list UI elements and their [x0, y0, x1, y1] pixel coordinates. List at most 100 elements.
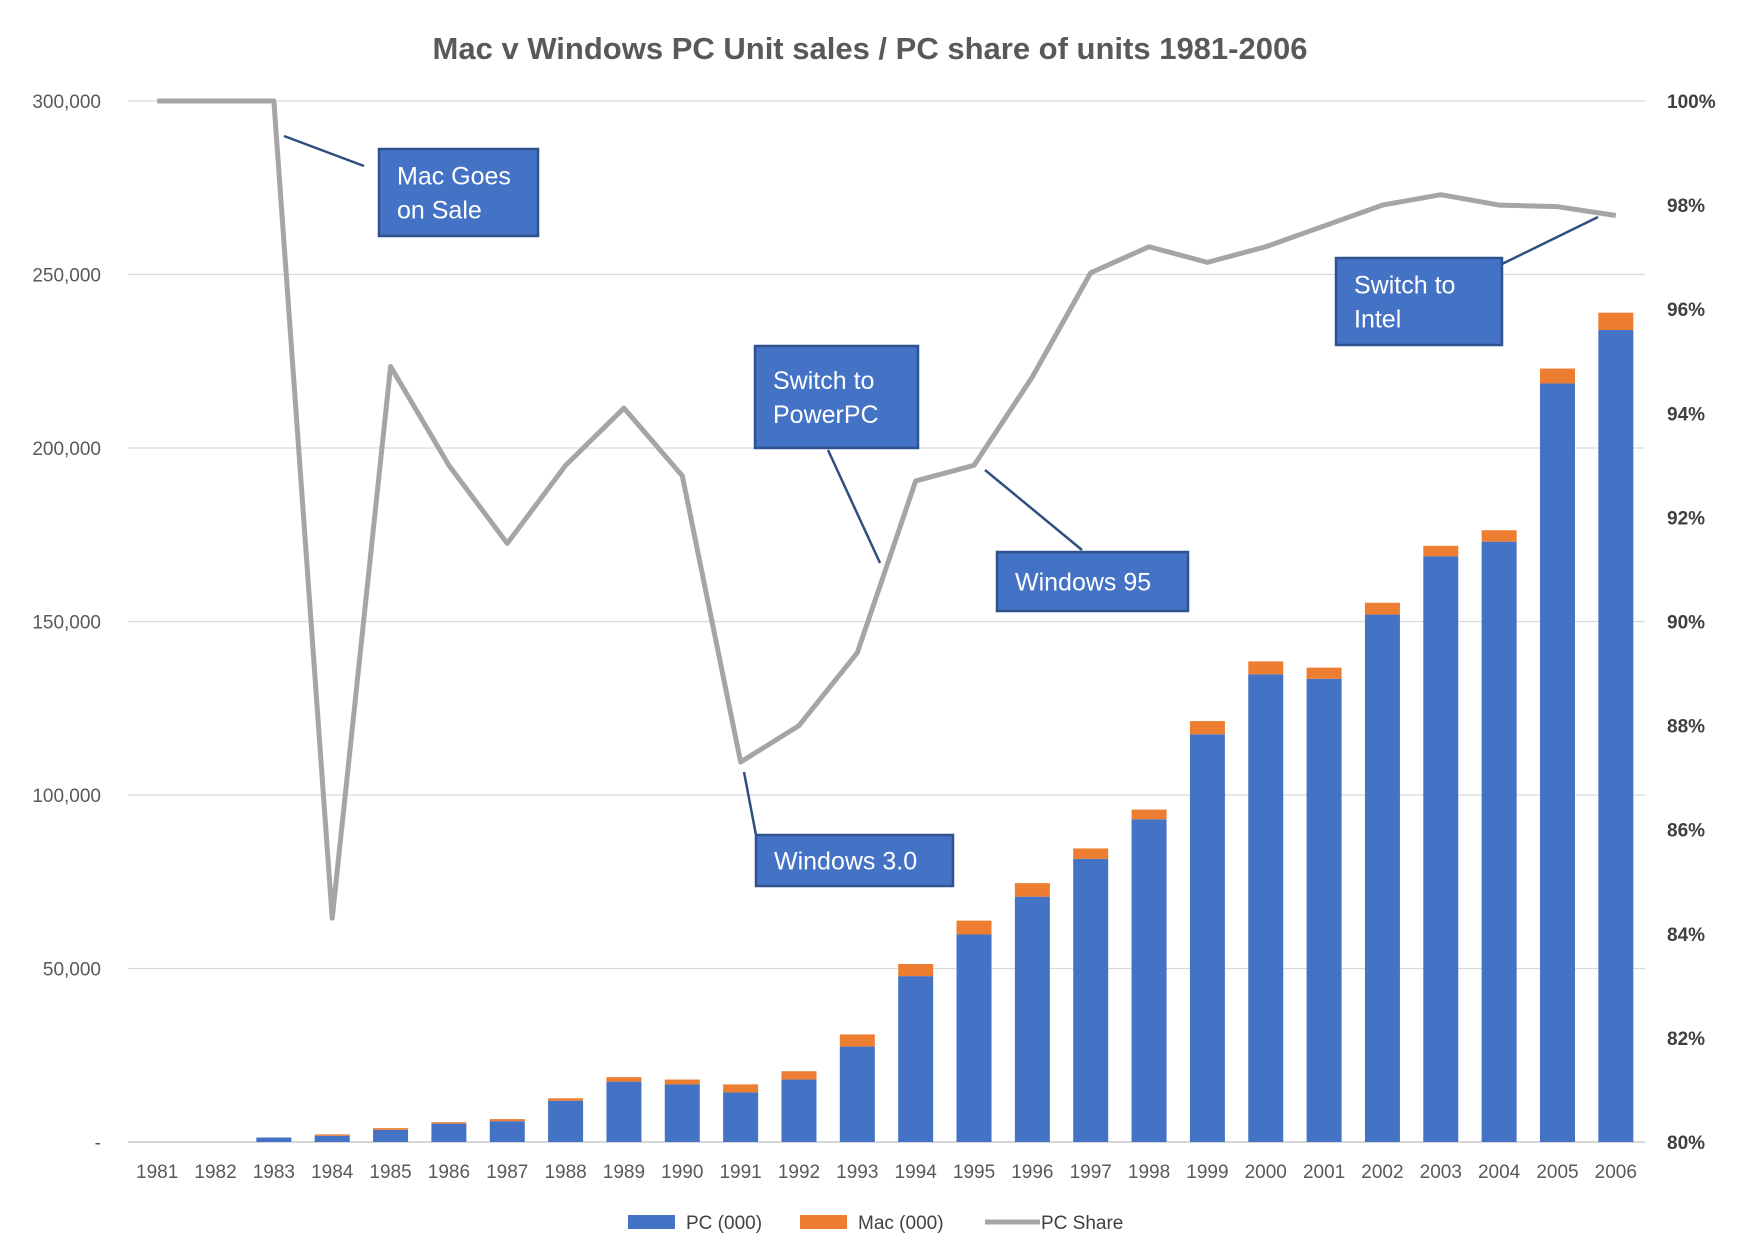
y-right-tick-label: 90%: [1667, 613, 1705, 634]
bar-mac: [1481, 530, 1517, 542]
bar-pc: [548, 1100, 584, 1142]
x-tick-label: 1994: [895, 1162, 938, 1183]
x-tick-label: 1981: [136, 1162, 178, 1183]
chart-title: Mac v Windows PC Unit sales / PC share o…: [433, 31, 1308, 66]
bar-mac: [1598, 312, 1634, 331]
y-left-tick-label: 250,000: [32, 266, 101, 287]
bar-pc: [256, 1137, 292, 1142]
x-tick-label: 2004: [1478, 1162, 1521, 1183]
bar-mac: [723, 1084, 759, 1093]
x-tick-label: 2002: [1361, 1162, 1403, 1183]
x-tick-label: 1985: [369, 1162, 411, 1183]
x-tick-label: 1996: [1011, 1162, 1053, 1183]
annotation-text: PowerPC: [773, 401, 879, 429]
bar-mac: [1073, 848, 1109, 859]
annotation-text: Intel: [1354, 306, 1401, 334]
annotation-text: Mac Goes: [397, 163, 511, 191]
legend-label: Mac (000): [858, 1213, 944, 1234]
x-tick-label: 1997: [1070, 1162, 1112, 1183]
annotation-text: Windows 3.0: [774, 848, 917, 876]
bar-mac: [781, 1071, 817, 1080]
y-left-tick-label: 150,000: [32, 613, 101, 634]
bar-pc: [1073, 858, 1109, 1142]
y-right-tick-label: 92%: [1667, 508, 1705, 529]
bar-pc: [606, 1081, 642, 1142]
annotation-text: Windows 95: [1015, 569, 1151, 597]
x-tick-label: 1992: [778, 1162, 820, 1183]
bar-mac: [1423, 545, 1459, 557]
x-tick-label: 2006: [1595, 1162, 1637, 1183]
bar-mac: [956, 920, 992, 935]
annotation-text: Switch to: [773, 367, 874, 395]
bar-mac: [1539, 368, 1575, 384]
x-tick-label: 1999: [1186, 1162, 1228, 1183]
bar-pc: [373, 1129, 409, 1142]
bar-pc: [431, 1123, 467, 1142]
bar-mac: [664, 1079, 700, 1085]
x-tick-label: 2001: [1303, 1162, 1345, 1183]
annotation-box: [377, 147, 540, 238]
bar-pc: [956, 934, 992, 1142]
annotation-text: on Sale: [397, 197, 482, 225]
y-left-tick-label: -: [95, 1133, 101, 1154]
legend-swatch: [628, 1215, 675, 1229]
bar-mac: [1131, 809, 1167, 820]
legend-label: PC (000): [686, 1213, 762, 1234]
bar-pc: [1539, 383, 1575, 1142]
y-left-tick-label: 200,000: [32, 439, 101, 460]
line-pc-share: [157, 98, 1617, 921]
x-tick-label: 2003: [1420, 1162, 1462, 1183]
annotation-leader-line: [984, 469, 1083, 551]
bar-mac: [898, 963, 934, 977]
y-right-tick-label: 82%: [1667, 1029, 1705, 1050]
x-tick-label: 1988: [544, 1162, 586, 1183]
y-right-tick-label: 98%: [1667, 196, 1705, 217]
x-tick-label: 1986: [428, 1162, 470, 1183]
x-tick-label: 2000: [1245, 1162, 1287, 1183]
bar-mac: [314, 1134, 350, 1136]
bar-mac: [373, 1128, 409, 1130]
x-tick-label: 1982: [194, 1162, 236, 1183]
bar-pc: [1014, 896, 1050, 1142]
bar-pc: [314, 1135, 350, 1142]
bar-pc: [1131, 819, 1167, 1142]
y-right-tick-label: 86%: [1667, 821, 1705, 842]
x-tick-label: 1991: [719, 1162, 761, 1183]
legend-swatch: [800, 1215, 847, 1229]
x-tick-label: 1998: [1128, 1162, 1170, 1183]
bar-mac: [431, 1122, 467, 1124]
bar-mac: [1306, 667, 1342, 679]
bar-pc: [1248, 674, 1284, 1142]
y-right-tick-label: 84%: [1667, 925, 1705, 946]
bar-pc: [839, 1046, 875, 1142]
x-tick-label: 2005: [1536, 1162, 1578, 1183]
annotation-box: [995, 550, 1190, 613]
annotation-box: [753, 344, 920, 450]
bar-mac: [1014, 883, 1050, 897]
annotation-box: [754, 833, 955, 888]
y-right-tick-label: 94%: [1667, 404, 1705, 425]
x-tick-label: 1990: [661, 1162, 703, 1183]
x-tick-label: 1984: [311, 1162, 354, 1183]
y-right-tick-label: 96%: [1667, 300, 1705, 321]
y-left-tick-label: 300,000: [32, 92, 101, 113]
bar-pc: [1306, 678, 1342, 1142]
bar-pc: [489, 1121, 525, 1142]
y-right-tick-label: 88%: [1667, 717, 1705, 738]
bar-mac: [1364, 602, 1400, 615]
y-right-tick-label: 100%: [1667, 92, 1716, 113]
x-tick-label: 1993: [836, 1162, 878, 1183]
bar-pc: [1598, 330, 1634, 1142]
y-right-tick-label: 80%: [1667, 1133, 1705, 1154]
bar-mac: [1248, 661, 1284, 675]
bar-pc: [1481, 541, 1517, 1142]
x-tick-label: 1995: [953, 1162, 995, 1183]
x-tick-label: 1983: [253, 1162, 295, 1183]
annotation-leader-line: [742, 771, 758, 836]
annotation-box: [1334, 256, 1504, 347]
bar-mac: [1189, 721, 1225, 735]
bar-pc: [898, 976, 934, 1142]
bar-mac: [489, 1119, 525, 1122]
bar-pc: [781, 1079, 817, 1142]
